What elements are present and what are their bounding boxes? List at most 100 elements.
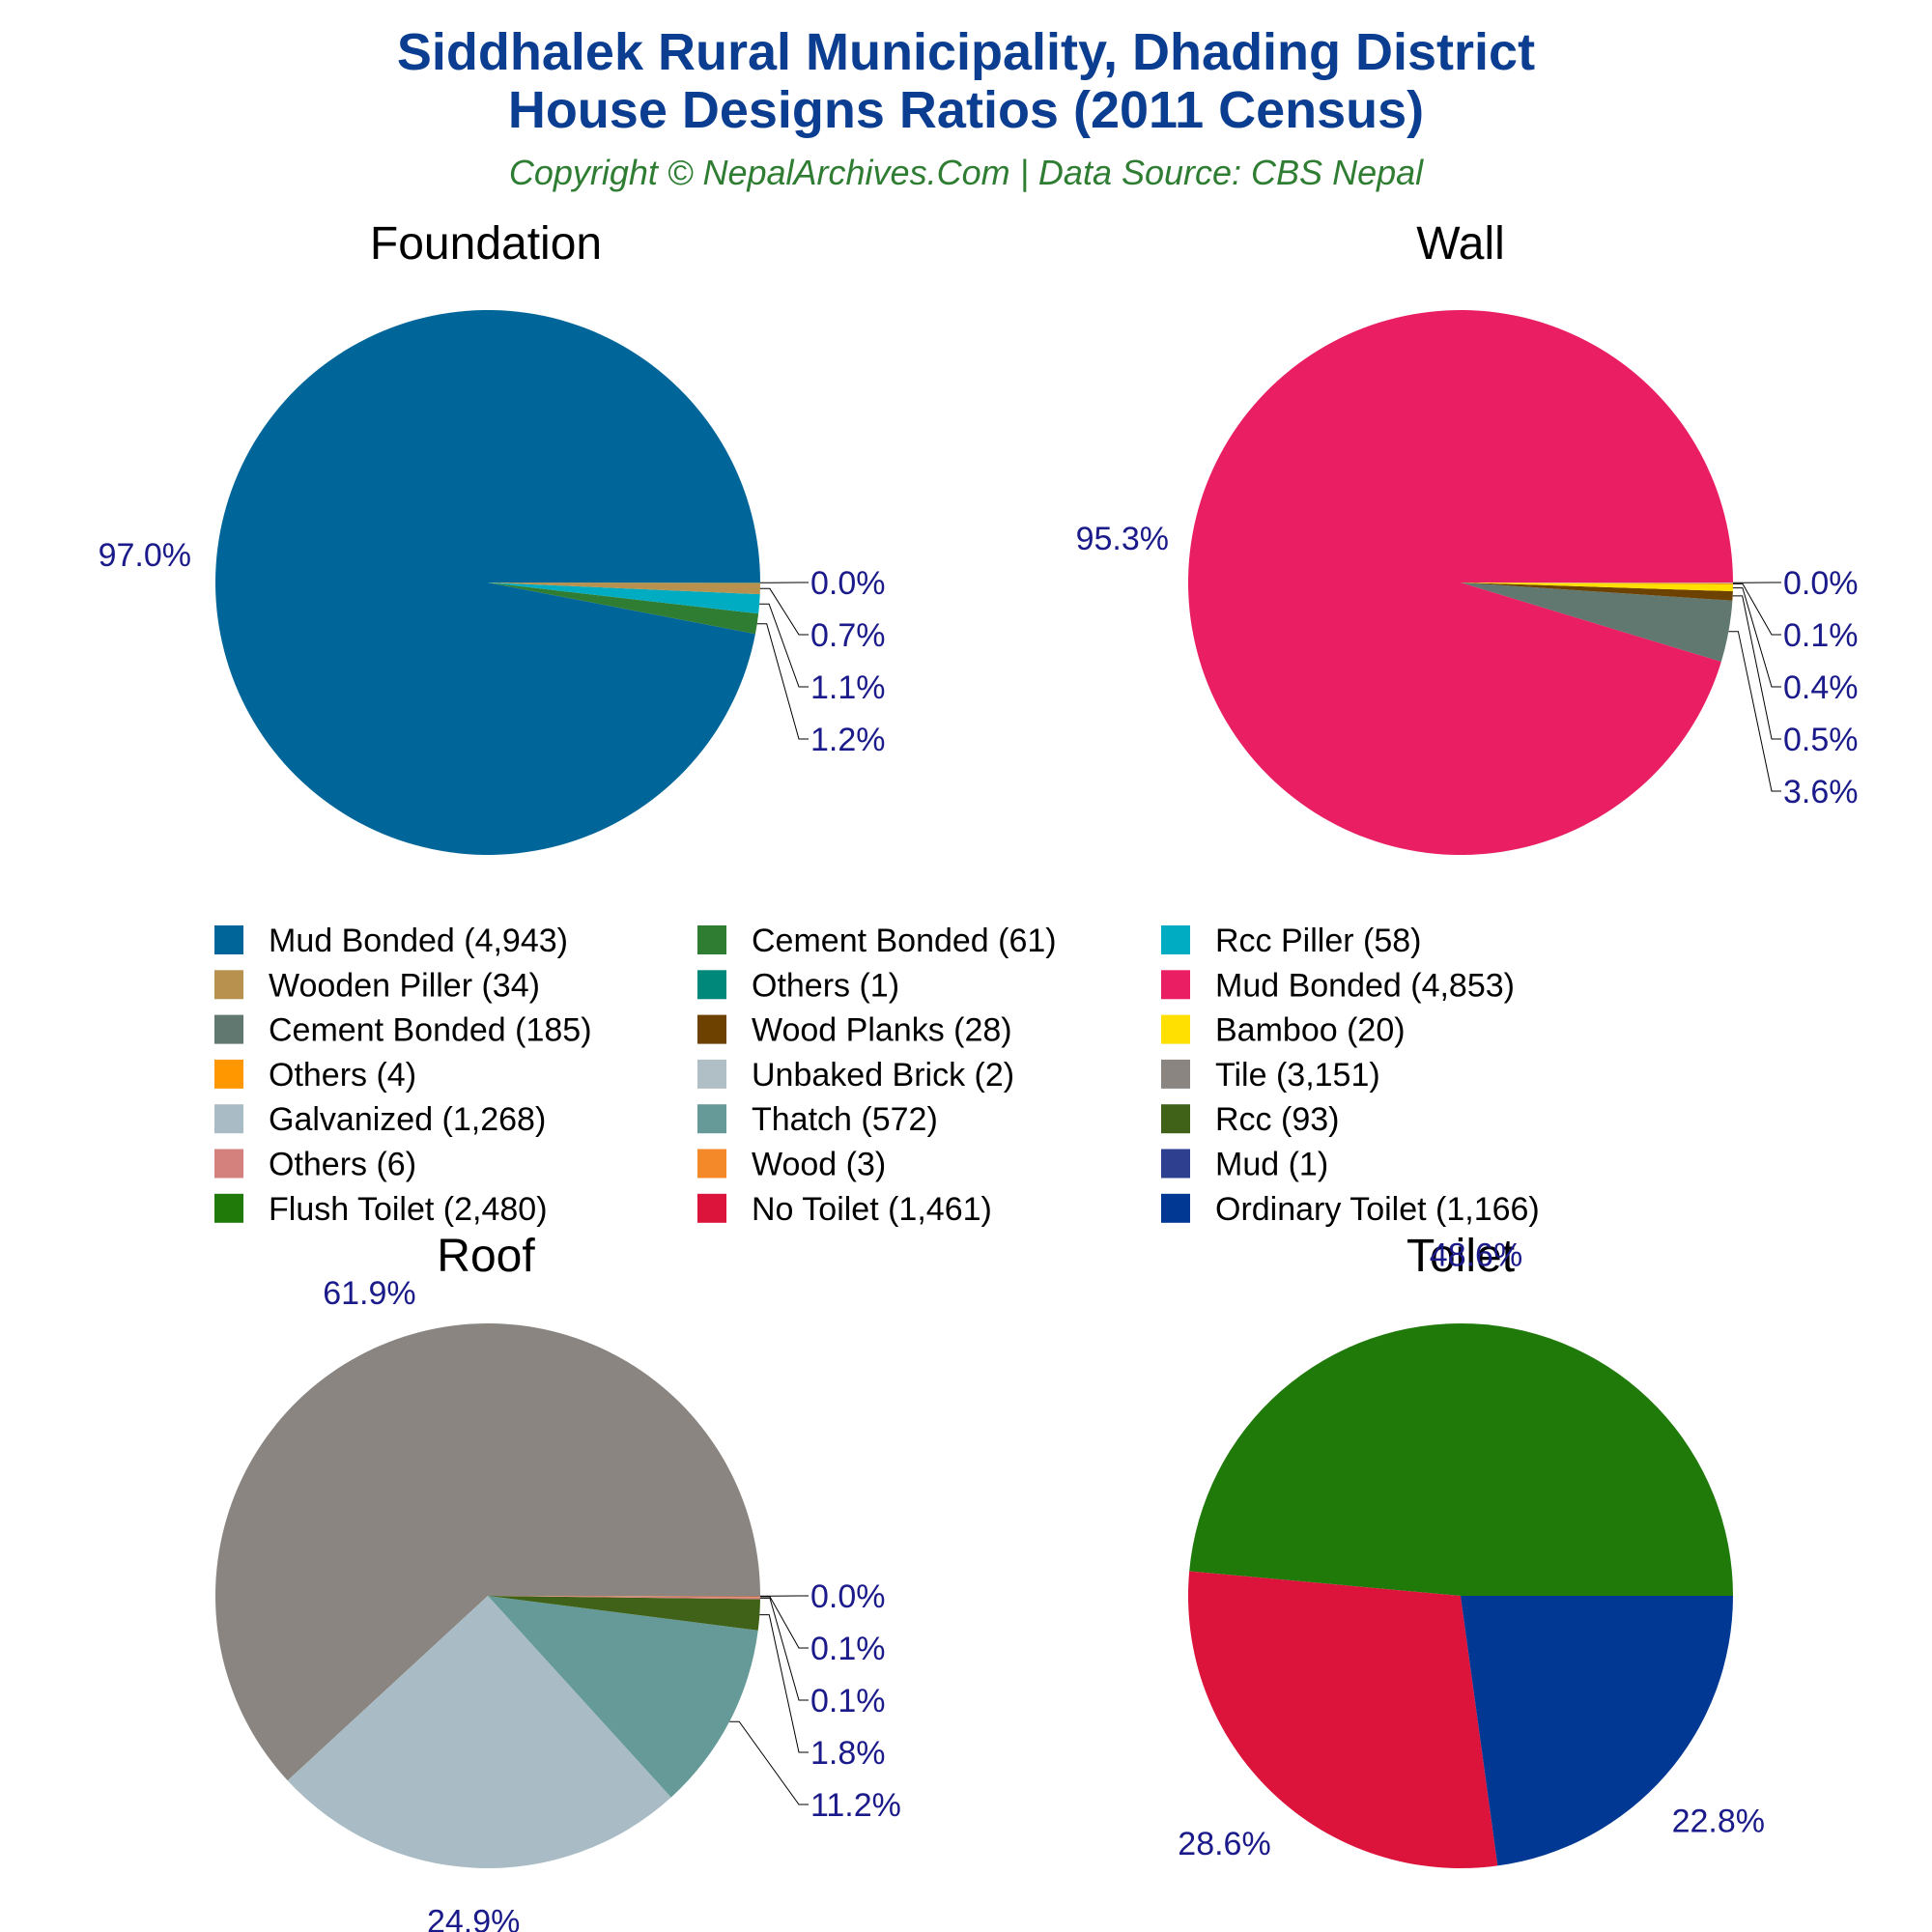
chart-title-line-1: Siddhalek Rural Municipality, Dhading Di… (396, 23, 1536, 81)
pct-label-wall-cement-bonded: 3.6% (1783, 774, 1859, 810)
legend-swatch (697, 1104, 726, 1134)
legend-label: Wood Planks (28) (752, 1012, 1012, 1049)
legend-swatch (1161, 1014, 1190, 1044)
legend-swatch (1161, 925, 1190, 954)
chart-header: Siddhalek Rural Municipality, Dhading Di… (0, 0, 1932, 193)
legend-label: Mud (1) (1215, 1147, 1328, 1183)
legend-item: Thatch (572) (697, 1101, 938, 1138)
legend-swatch (697, 1014, 726, 1044)
slice-foundation-cement-bonded (488, 582, 759, 635)
slice-roof-tile (214, 1322, 761, 1781)
legend-item: Rcc (93) (1161, 1101, 1339, 1138)
slice-wall-mud-bonded (1188, 310, 1733, 856)
pie-title-foundation: Foundation (370, 218, 602, 270)
slice-wall-others (1461, 582, 1733, 585)
pct-label-foundation-mud-bonded: 97.0% (99, 537, 191, 574)
pct-label-roof-galvanized: 24.9% (427, 1904, 520, 1932)
legend-swatch (1161, 1193, 1190, 1223)
legend-swatch (214, 1193, 243, 1223)
legend-swatch (697, 1193, 726, 1223)
legend: Mud Bonded (4,943) Cement Bonded (61) Rcc … (214, 923, 1540, 1228)
legend-item: Flush Toilet (2,480) (214, 1191, 548, 1228)
legend-item: Cement Bonded (185) (214, 1012, 592, 1049)
legend-label: Ordinary Toilet (1,166) (1215, 1191, 1540, 1228)
slice-wall-bamboo (1461, 582, 1733, 592)
legend-label: Mud Bonded (4,853) (1215, 967, 1515, 1004)
legend-swatch (214, 1104, 243, 1134)
legend-swatch (1161, 1059, 1190, 1089)
leader-line-roof-wood (760, 1596, 809, 1649)
leader-line-roof-others (760, 1597, 809, 1701)
slice-wall-wood-planks (1461, 582, 1733, 601)
leader-line-wall-others (1733, 582, 1781, 636)
pct-label-roof-tile: 61.9% (323, 1275, 415, 1312)
pie-title-toilet: Toilet (1406, 1231, 1515, 1282)
legend-item: Tile (3,151) (1161, 1057, 1380, 1094)
slice-wall-cement-bonded (1461, 582, 1733, 662)
legend-item: Mud Bonded (4,853) (1161, 967, 1515, 1004)
slice-foundation-mud-bonded (215, 309, 760, 855)
leader-line-foundation-cement-bonded (756, 623, 809, 740)
leader-line-wall-cement-bonded (1728, 631, 1781, 792)
slice-roof-wood (488, 1596, 761, 1598)
legend-swatch (214, 925, 243, 954)
legend-item: Others (1) (697, 967, 899, 1004)
leader-line-roof-thatch (729, 1720, 809, 1805)
leader-line-roof-rcc (759, 1614, 809, 1753)
leader-line-foundation-wooden-piller (759, 587, 809, 636)
slice-wall-unbaked-brick (1461, 582, 1734, 583)
legend-label: Rcc (93) (1215, 1101, 1339, 1138)
pct-label-roof-mud: 0.0% (810, 1578, 886, 1615)
legend-swatch (214, 1149, 243, 1179)
legend-item: Unbaked Brick (2) (697, 1057, 1014, 1094)
legend-label: Others (1) (752, 967, 899, 1004)
legend-label: Rcc Piller (58) (1215, 923, 1421, 959)
legend-label: Others (4) (269, 1057, 416, 1094)
legend-label: Galvanized (1,268) (269, 1101, 546, 1138)
legend-swatch (697, 925, 726, 954)
legend-swatch (1161, 1149, 1190, 1179)
legend-swatch (214, 970, 243, 1000)
legend-item: Galvanized (1,268) (214, 1101, 546, 1138)
chart-title-line-2: House Designs Ratios (2011 Census) (507, 81, 1425, 139)
legend-label: Tile (3,151) (1215, 1057, 1380, 1094)
legend-swatch (697, 1149, 726, 1179)
legend-label: No Toilet (1,461) (752, 1191, 992, 1228)
legend-item: Mud Bonded (4,943) (214, 923, 568, 959)
pct-label-roof-wood: 0.1% (810, 1631, 886, 1667)
pie-title-roof: Roof (437, 1231, 535, 1282)
pct-label-foundation-cement-bonded: 1.2% (810, 722, 886, 758)
pie-roof: Roof 61.9% 24.9% 0.0% 0.1% 0.1% 1.8% 11.2% (214, 1231, 901, 1932)
slice-foundation-wooden-piller (488, 582, 760, 595)
pct-label-roof-thatch: 11.2% (810, 1787, 901, 1824)
legend-item: Rcc Piller (58) (1161, 923, 1421, 959)
pct-label-wall-unbaked-brick: 0.0% (1783, 565, 1859, 602)
pct-label-toilet-flush-toilet: 48.6% (1430, 1236, 1522, 1273)
chart-subtitle: Copyright © NepalArchives.Com | Data Sou… (508, 153, 1424, 192)
legend-item: Cement Bonded (61) (697, 923, 1057, 959)
slice-roof-galvanized (287, 1596, 671, 1869)
pct-label-foundation-wooden-piller: 0.7% (810, 617, 886, 654)
slice-foundation-rcc-piller (488, 582, 760, 614)
legend-label: Cement Bonded (61) (752, 923, 1057, 959)
pct-label-foundation-rcc-piller: 1.1% (810, 669, 886, 706)
slice-toilet-ordinary-toilet (1461, 1596, 1733, 1866)
legend-label: Others (6) (269, 1147, 416, 1183)
legend-label: Flush Toilet (2,480) (269, 1191, 548, 1228)
legend-swatch (214, 1059, 243, 1089)
legend-swatch (1161, 970, 1190, 1000)
slice-roof-thatch (488, 1596, 758, 1798)
legend-item: Others (4) (214, 1057, 416, 1094)
pct-label-toilet-ordinary-toilet: 22.8% (1672, 1804, 1765, 1840)
pie-title-wall: Wall (1416, 218, 1505, 270)
legend-swatch (697, 970, 726, 1000)
pie-wall: Wall 95.3% 0.0% 0.1% 0.4% 0.5% 3.6% (1076, 218, 1859, 856)
pct-label-foundation-others: 0.0% (810, 565, 886, 602)
legend-item: Ordinary Toilet (1,166) (1161, 1191, 1540, 1228)
slice-roof-others (488, 1596, 760, 1600)
slice-toilet-no-toilet (1187, 1571, 1498, 1869)
legend-item: Wooden Piller (34) (214, 967, 540, 1004)
pct-label-roof-rcc: 1.8% (810, 1735, 886, 1772)
